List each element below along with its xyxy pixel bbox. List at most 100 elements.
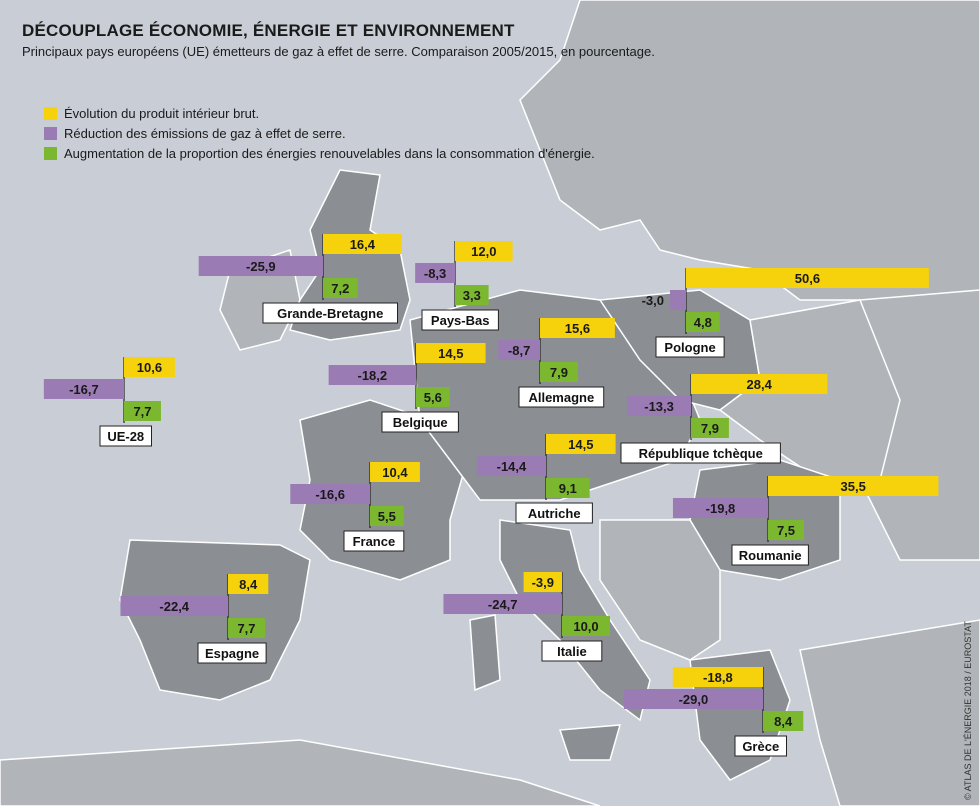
bar-value-gdp-allemagne: 15,6 [565,321,590,336]
country-label-france: France [353,534,396,549]
bar-value-renewables-roumanie: 7,5 [777,523,795,538]
bar-emissions-pays-bas [415,263,455,283]
country-label-allemagne: Allemagne [528,390,594,405]
bar-gdp-espagne [228,574,269,594]
country-label-box-france [343,530,405,552]
bar-value-renewables-grece: 8,4 [774,714,793,729]
bar-renewables-belgique [416,387,450,407]
bar-group-pologne: 50,6 -3,0 4,8 Pologne [642,268,929,358]
bar-value-emissions-ue-28: -16,7 [69,382,99,397]
bar-renewables-grande-bretagne [323,278,358,298]
bar-renewables-allemagne [540,362,578,382]
country-label-italie: Italie [557,644,587,659]
bar-value-emissions-autriche: -14,4 [497,459,527,474]
bar-value-emissions-pays-bas: -8,3 [424,266,446,281]
bar-value-renewables-ue-28: 7,7 [133,404,151,419]
bar-value-gdp-republique-tcheque: 28,4 [747,377,773,392]
country-label-box-grande-bretagne [262,302,398,324]
country-label-box-italie [541,640,603,662]
country-label-box-allemagne [518,386,605,408]
bar-gdp-italie [523,572,562,592]
bar-value-emissions-france: -16,6 [315,487,345,502]
bar-group-grece: -18,8 -29,0 8,4 Grèce [623,667,804,757]
chart-title: DÉCOUPLAGE ÉCONOMIE, ÉNERGIE ET ENVIRONN… [22,21,515,40]
bar-group-republique-tcheque: 28,4 -13,3 7,9 République tchèque [620,374,828,464]
country-label-box-republique-tcheque [620,442,781,464]
bar-value-renewables-france: 5,5 [378,509,396,524]
map-turkey [799,619,980,806]
country-label-roumanie: Roumanie [739,548,802,563]
bar-renewables-pologne [686,312,720,332]
bar-gdp-ue-28 [124,357,175,377]
map-balkans [599,519,721,661]
bar-renewables-republique-tcheque [691,418,729,438]
bar-value-renewables-republique-tcheque: 7,9 [701,421,719,436]
bar-group-pays-bas: 12,0 -8,3 3,3 Pays-Bas [415,241,513,331]
bar-value-renewables-belgique: 5,6 [424,390,442,405]
bar-emissions-grece [623,689,763,709]
bar-group-autriche: 14,5 -14,4 9,1 Autriche [476,434,616,524]
bar-emissions-ue-28 [43,379,125,399]
map-sicily [558,724,622,761]
country-label-ue-28: UE-28 [107,429,144,444]
country-label-box-autriche [515,502,593,524]
country-label-box-pays-bas [421,309,499,331]
country-label-belgique: Belgique [393,415,448,430]
country-label-pays-bas: Pays-Bas [431,313,490,328]
legend-swatch-renewables [44,146,57,160]
country-label-box-espagne [197,642,267,664]
country-label-box-ue-28 [99,425,152,447]
bar-value-emissions-grece: -29,0 [679,692,709,707]
country-label-box-pologne [655,336,725,358]
bar-value-emissions-pologne: -3,0 [642,293,664,308]
bar-renewables-autriche [546,478,590,498]
bar-value-emissions-italie: -24,7 [488,597,518,612]
bar-value-emissions-republique-tcheque: -13,3 [644,399,674,414]
bar-value-renewables-italie: 10,0 [573,619,598,634]
legend-item-emissions: Réduction des émissions de gaz à effet d… [44,123,595,143]
bar-value-renewables-allemagne: 7,9 [550,365,568,380]
bar-gdp-pologne [686,268,929,288]
legend: Évolution du produit intérieur brut. Réd… [44,103,595,163]
bar-value-renewables-autriche: 9,1 [559,481,577,496]
bar-value-emissions-belgique: -18,2 [357,368,387,383]
bar-renewables-pays-bas [455,285,489,305]
bar-group-espagne: 8,4 -22,4 7,7 Espagne [120,574,269,664]
bar-gdp-autriche [546,434,616,454]
bar-renewables-roumanie [768,520,804,540]
bar-value-gdp-italie: -3,9 [532,575,554,590]
bar-group-allemagne: 15,6 -8,7 7,9 Allemagne [498,318,615,408]
chart-subtitle: Principaux pays européens (UE) émetteurs… [22,44,655,59]
bar-emissions-allemagne [498,340,540,360]
bar-value-gdp-ue-28: 10,6 [137,360,162,375]
country-label-box-grece [734,735,787,757]
bar-value-emissions-roumanie: -19,8 [706,501,736,516]
bar-value-gdp-espagne: 8,4 [239,577,258,592]
bar-gdp-grece [672,667,763,687]
country-label-republique-tcheque: République tchèque [639,446,763,461]
bar-value-gdp-pologne: 50,6 [795,271,820,286]
map-sardinia [469,614,501,692]
legend-swatch-emissions [44,126,57,140]
country-label-box-roumanie [731,544,809,566]
bar-gdp-pays-bas [455,241,513,261]
bar-gdp-republique-tcheque [691,374,828,394]
bar-value-emissions-grande-bretagne: -25,9 [246,259,276,274]
map-north-africa [0,739,601,806]
bar-gdp-belgique [416,343,486,363]
source-credit: © ATLAS DE L'ÉNERGIE 2018 / EUROSTAT [963,621,973,800]
bar-group-roumanie: 35,5 -19,8 7,5 Roumanie [672,476,939,566]
bar-group-france: 10,4 -16,6 5,5 France [290,462,420,552]
bar-value-gdp-roumanie: 35,5 [841,479,866,494]
bar-gdp-grande-bretagne [323,234,402,254]
country-label-grece: Grèce [742,739,779,754]
bar-value-gdp-autriche: 14,5 [568,437,593,452]
bar-renewables-france [370,506,404,526]
bar-renewables-grece [763,711,804,731]
bar-emissions-espagne [120,596,228,616]
legend-item-gdp: Évolution du produit intérieur brut. [44,103,595,123]
bar-emissions-grande-bretagne [198,256,323,276]
bar-value-renewables-grande-bretagne: 7,2 [331,281,349,296]
bar-value-renewables-espagne: 7,7 [237,621,255,636]
